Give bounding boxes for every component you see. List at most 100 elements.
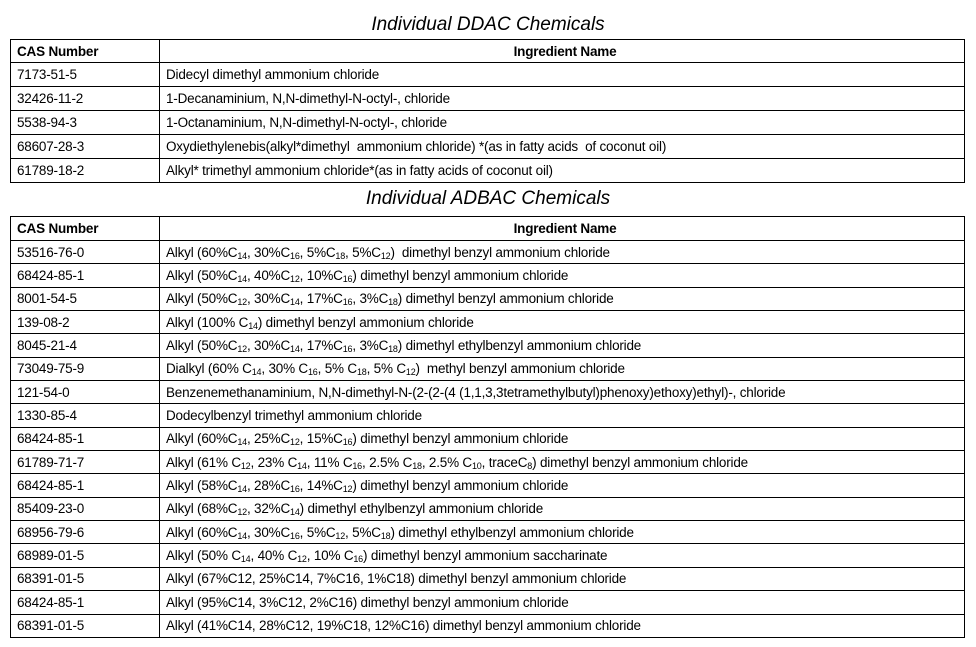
subscript: 14 [290, 344, 300, 355]
text: Didecyl dimethyl ammonium chloride [166, 67, 380, 82]
text: Alkyl (50%C [166, 291, 238, 307]
subscript: 16 [353, 554, 363, 565]
header-cell: Ingredient Name [159, 216, 965, 241]
text: , 5% C [317, 361, 358, 377]
row: 139-08-2 Alkyl (100% C14) dimethyl benzyl… [10, 310, 965, 335]
row: 73049-75-9 Dialkyl (60% C14, 30% C16, 5% … [10, 356, 965, 382]
cas-number: 8001-54-5 [10, 286, 160, 312]
row: 8045-21-4 Alkyl (50%C12, 30%C14, 17%C16, … [10, 333, 965, 358]
text: , traceC [481, 454, 528, 470]
subscript: 14 [237, 274, 247, 285]
text: ) dimethyl ethylbenzyl ammonium chloride [397, 338, 642, 354]
text: , 5%C [345, 244, 381, 260]
subscript: 16 [307, 367, 318, 378]
text: , 5%C [299, 524, 336, 540]
subscript: 18 [412, 460, 422, 471]
subscript: 14 [290, 507, 300, 518]
subscript: 12 [237, 297, 247, 308]
subscript: 16 [290, 530, 300, 541]
text: Alkyl (50%C [166, 338, 238, 354]
subscript: 16 [342, 344, 353, 355]
subscript: 12 [237, 507, 247, 518]
cas-number: 68391-01-5 [10, 613, 160, 638]
ingredient-name: Didecyl dimethyl ammonium chloride [159, 62, 965, 87]
text: , 2.5% C [421, 454, 472, 470]
row: 68424-85-1 Alkyl (50%C14, 40%C12, 10%C16)… [10, 263, 965, 288]
text: Alkyl (67%C12, 25%C14, 7%C16, 1%C18) dim… [166, 571, 627, 587]
ingredient-name: Alkyl (68%C12, 32%C14) dimethyl ethylben… [159, 496, 965, 522]
cas-number: 61789-18-2 [10, 158, 160, 183]
subscript: 14 [251, 367, 262, 378]
text: Dodecylbenzyl trimethyl ammonium chlorid… [166, 408, 422, 424]
header-row: CAS Number Ingredient Name [10, 216, 965, 241]
subscript: 8 [527, 460, 533, 471]
cas-number: 53516-76-0 [10, 239, 160, 265]
subscript: 14 [248, 320, 258, 331]
subscript: 12 [405, 367, 416, 378]
ingredient-name: Alkyl (60%C14, 30%C16, 5%C12, 5%C18) dim… [159, 520, 965, 545]
row: 68424-85-1 Alkyl (58%C14, 28%C16, 14%C12)… [10, 473, 965, 498]
header-cell: CAS Number [10, 216, 160, 241]
cas-number: 5538-94-3 [10, 110, 160, 135]
text: Alkyl (60%C [166, 524, 238, 540]
cas-number: 68424-85-1 [10, 473, 160, 498]
ingredient-name: Alkyl (67%C12, 25%C14, 7%C16, 1%C18) dim… [159, 566, 965, 592]
text: , 40%C [246, 268, 291, 284]
text: ) dimethyl benzyl ammonium chloride [532, 454, 748, 470]
row: 5538-94-3 1-Octanaminium, N,N-dimethyl-N-… [10, 110, 965, 135]
text: , 23% C [250, 454, 298, 470]
text: Oxydiethylenebis(alkyl*dimethyl ammonium… [166, 139, 667, 154]
cas-number: 68424-85-1 [10, 426, 160, 452]
row: 68956-79-6 Alkyl (60%C14, 30%C16, 5%C12, … [10, 520, 965, 545]
row: 8001-54-5 Alkyl (50%C12, 30%C14, 17%C16, … [10, 286, 965, 312]
ingredient-name: Alkyl (61% C12, 23% C14, 11% C16, 2.5% C… [159, 450, 965, 475]
subscript: 12 [342, 484, 353, 495]
header-cell: Ingredient Name [159, 39, 965, 63]
subscript: 16 [342, 297, 353, 308]
subscript: 18 [388, 344, 398, 355]
text: ) dimethyl benzyl ammonium saccharinate [363, 548, 608, 564]
subscript: 12 [335, 530, 346, 541]
adbac-table: CAS Number Ingredient Name 53516-76-0 Alkyl… [10, 216, 965, 638]
cas-number: 61789-71-7 [10, 450, 160, 475]
section-title: Individual ADBAC Chemicals [365, 188, 611, 209]
row: 85409-23-0 Alkyl (68%C12, 32%C14) dimethy… [10, 496, 965, 522]
text: , 25%C [246, 431, 291, 447]
text: 1-Decanaminium, N,N-dimethyl-N-octyl-, c… [166, 91, 450, 106]
subscript: 14 [237, 250, 247, 261]
text: , 17%C [299, 338, 343, 354]
text: , 30% C [261, 361, 308, 377]
subscript: 12 [290, 274, 300, 285]
row: 68424-85-1 Alkyl (95%C14, 3%C12, 2%C16) d… [10, 590, 965, 615]
text: , 17%C [299, 291, 343, 307]
subscript: 12 [380, 250, 391, 261]
ingredient-name: Alkyl (100% C14) dimethyl benzyl ammoniu… [159, 310, 965, 335]
ingredient-name: Alkyl (50%C14, 40%C12, 10%C16) dimethyl … [159, 263, 965, 288]
subscript: 18 [335, 250, 346, 261]
subscript: 14 [290, 297, 300, 308]
subscript: 18 [388, 297, 398, 308]
ingredient-name: Alkyl (60%C14, 30%C16, 5%C18, 5%C12) dim… [159, 239, 965, 265]
row: 68989-01-5 Alkyl (50% C14, 40% C12, 10% C… [10, 543, 965, 568]
text: , 5%C [299, 244, 336, 260]
text: ) dimethyl benzyl ammonium chloride [257, 314, 474, 330]
ingredient-name: Dodecylbenzyl trimethyl ammonium chlorid… [159, 403, 965, 428]
ingredient-name: Dialkyl (60% C14, 30% C16, 5% C18, 5% C1… [159, 356, 965, 382]
ingredient-name: 1-Octanaminium, N,N-dimethyl-N-octyl-, c… [159, 110, 965, 135]
subscript: 12 [297, 554, 307, 565]
ingredient-name: Alkyl (60%C14, 25%C12, 15%C16) dimethyl … [159, 426, 965, 452]
ingredient-name: Alkyl (95%C14, 3%C12, 2%C16) dimethyl be… [159, 590, 965, 615]
text: , 3%C [352, 338, 389, 354]
ingredient-name: Alkyl (58%C14, 28%C16, 14%C12) dimethyl … [159, 473, 965, 498]
subscript: 16 [342, 274, 353, 285]
cas-number: 68607-28-3 [10, 134, 160, 159]
subscript: 18 [380, 530, 391, 541]
header-row: CAS Number Ingredient Name [10, 39, 965, 63]
row: 7173-51-5 Didecyl dimethyl ammonium chlor… [10, 62, 965, 87]
ingredient-name: Alkyl (41%C14, 28%C12, 19%C18, 12%C16) d… [159, 613, 965, 638]
row: 1330-85-4 Dodecylbenzyl trimethyl ammoniu… [10, 403, 965, 428]
text: Alkyl (60%C [166, 244, 238, 260]
ingredient-name: 1-Decanaminium, N,N-dimethyl-N-octyl-, c… [159, 86, 965, 111]
text: , 14%C [299, 478, 343, 494]
subscript: 14 [237, 437, 247, 448]
